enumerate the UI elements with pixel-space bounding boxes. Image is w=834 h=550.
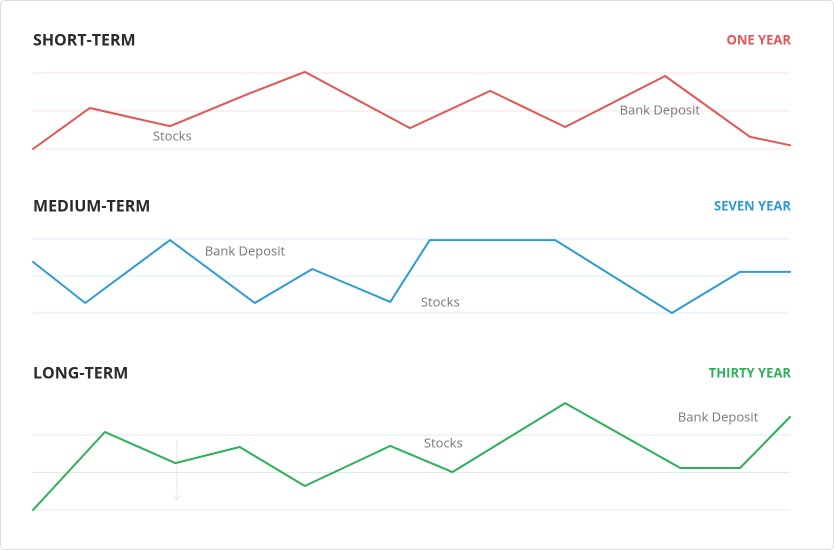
annotation: Bank Deposit (205, 241, 286, 259)
annotation: Bank Deposit (620, 100, 701, 118)
chart-title: LONG-TERM (33, 361, 128, 383)
chart-period: THIRTY YEAR (709, 363, 792, 381)
annotation: Stocks (153, 126, 192, 144)
decor-arrow-head (172, 494, 182, 501)
annotation: Bank Deposit (678, 408, 759, 426)
chart-period: ONE YEAR (726, 30, 791, 48)
chart-title: MEDIUM-TERM (33, 194, 150, 216)
chart-period: SEVEN YEAR (714, 196, 791, 214)
series-line (32, 239, 791, 314)
chart-title: SHORT-TERM (33, 28, 136, 50)
annotation: Stocks (424, 433, 463, 451)
series-line (32, 70, 791, 150)
annotation: Stocks (421, 292, 460, 310)
series-line (32, 402, 791, 511)
